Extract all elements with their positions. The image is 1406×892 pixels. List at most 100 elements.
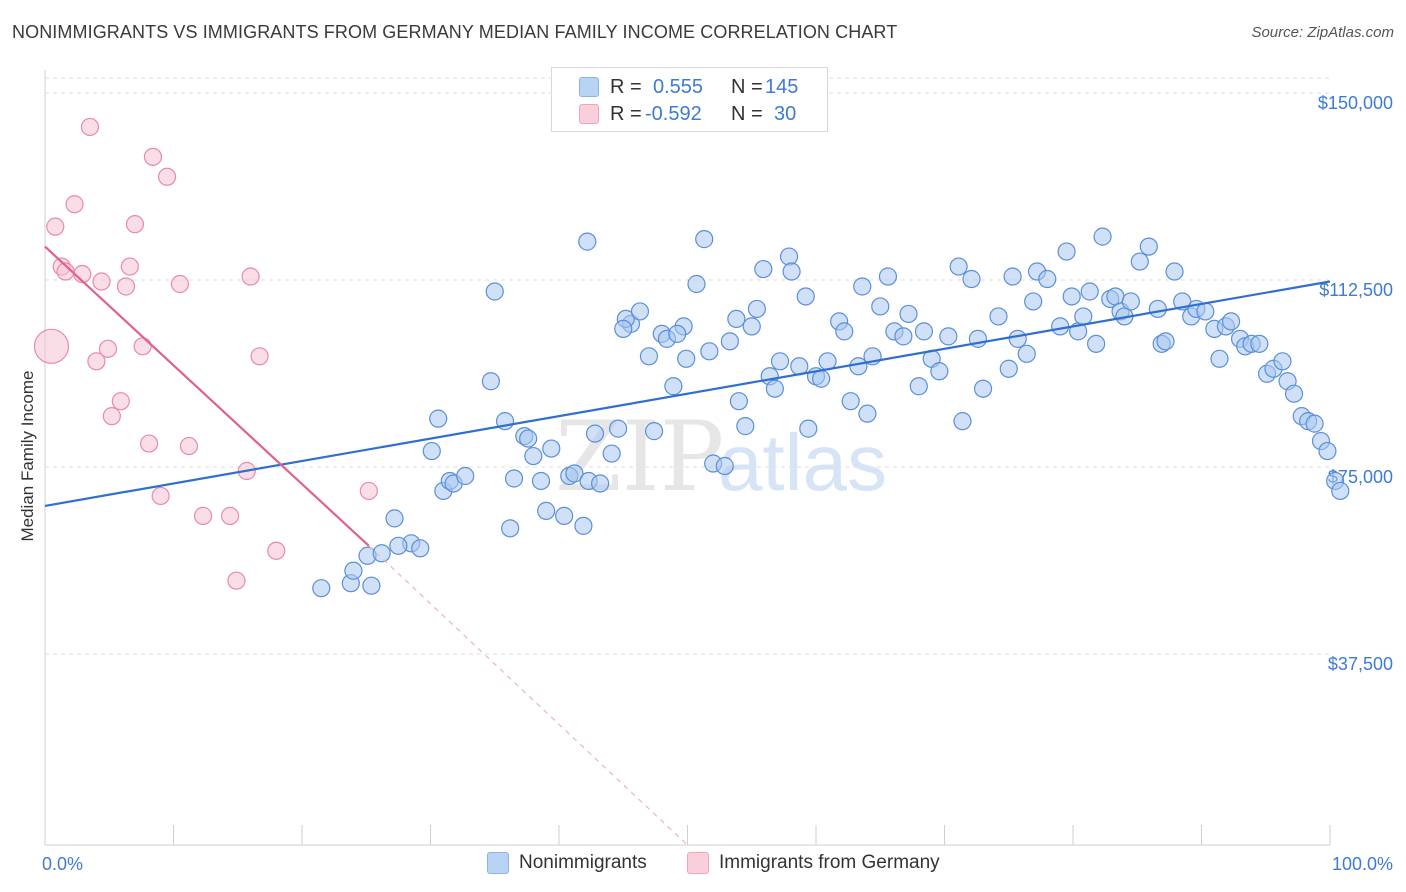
point-nonimmigrant [742,317,761,336]
point-nonimmigrant [1196,302,1215,321]
point-nonimmigrant [930,362,949,381]
point-nonimmigrant [1273,352,1292,371]
y-tick-label: $150,000 [1318,93,1393,113]
point-nonimmigrant [602,444,621,463]
point-nonimmigrant [344,561,363,580]
point-immigrant-germany [80,117,100,137]
point-nonimmigrant [585,424,605,443]
point-immigrant-germany [157,167,177,186]
point-nonimmigrant [1210,349,1229,368]
point-immigrant-germany [98,339,118,358]
legend-swatch-pink [579,104,599,124]
point-nonimmigrant [565,464,584,483]
watermark: ZIP atlas [555,401,887,513]
point-nonimmigrant [1038,269,1057,289]
point-nonimmigrant [841,392,860,411]
legend-swatch-blue [579,77,599,97]
point-nonimmigrant [853,277,872,296]
point-nonimmigrant [574,516,593,535]
point-nonimmigrant [1051,317,1070,336]
point-immigrant-germany [33,328,70,364]
source-label: Source: ZipAtlas.com [1251,24,1394,41]
point-immigrant-germany [133,337,152,356]
point-nonimmigrant [362,576,381,595]
point-nonimmigrant [1221,312,1241,331]
point-nonimmigrant [687,274,706,294]
point-nonimmigrant [858,404,877,423]
point-immigrant-germany [227,571,246,590]
point-nonimmigrant [1003,267,1022,286]
axes [44,70,1331,846]
point-nonimmigrant [754,259,773,279]
point-nonimmigrant [700,342,719,361]
point-nonimmigrant [962,269,981,289]
x-tick-labels: 0.0% 100.0% [42,854,1393,874]
point-nonimmigrant [878,267,898,286]
point-nonimmigrant [695,230,714,249]
point-nonimmigrant [1165,262,1184,281]
point-nonimmigrant [779,247,799,266]
point-nonimmigrant [1250,334,1269,353]
point-nonimmigrant [542,439,561,458]
trend-lines [44,245,1331,846]
point-nonimmigrant [1148,299,1167,319]
point-immigrant-germany [102,407,121,426]
point-nonimmigrant [812,369,831,388]
y-tick-label: $37,500 [1328,654,1393,674]
point-nonimmigrant [1130,252,1149,271]
point-immigrant-germany [151,486,170,506]
point-nonimmigrant [1017,344,1036,363]
point-nonimmigrant [591,474,610,493]
point-nonimmigrant [729,392,749,411]
bottom-legend-immigrants: Immigrants from Germany [687,852,940,874]
point-nonimmigrant [1008,329,1027,348]
point-nonimmigrant [537,501,556,520]
point-nonimmigrant [953,412,972,431]
point-immigrant-germany [267,541,286,560]
point-nonimmigrant [989,307,1008,326]
point-nonimmigrant [1087,334,1106,353]
point-nonimmigrant [914,322,934,341]
point-nonimmigrant [782,262,801,281]
legend-n-label: N = [731,75,763,98]
point-nonimmigrant [1156,332,1175,351]
point-nonimmigrant [504,469,524,488]
point-nonimmigrant [939,327,958,346]
watermark-zip: ZIP [555,401,724,513]
legend-r-label: R = [610,75,642,98]
point-nonimmigrant [609,419,628,438]
point-nonimmigrant [1331,481,1350,501]
point-nonimmigrant [531,471,551,491]
point-nonimmigrant [481,372,500,391]
point-nonimmigrant [385,509,404,528]
point-nonimmigrant [1062,287,1081,306]
point-nonimmigrant [668,324,687,343]
point-nonimmigrant [555,506,574,525]
point-nonimmigrant [727,309,746,329]
y-tick-labels: $37,500 $75,000 $112,500 $150,000 [1318,93,1393,674]
point-nonimmigrant [1305,414,1324,433]
point-immigrant-germany [92,272,111,291]
trend-line-immigrants-extension [368,545,688,846]
point-nonimmigrant [973,379,993,398]
point-nonimmigrant [899,304,918,324]
series-immigrants-germany [33,117,378,590]
point-nonimmigrant [871,297,890,316]
bottom-legend-swatch-pink [687,852,709,874]
point-nonimmigrant [1093,227,1112,246]
correlation-legend: R = 0.555 N = 145 R = -0.592 N = 30 [551,67,828,132]
point-immigrant-germany [250,347,269,366]
x-tick-label: 100.0% [1332,854,1393,874]
point-nonimmigrant [1318,441,1337,461]
series-nonimmigrants [312,227,1350,598]
point-nonimmigrant [1024,292,1043,311]
point-nonimmigrant [456,466,475,486]
point-immigrant-germany [179,436,199,456]
bottom-legend-nonimmigrants: Nonimmigrants [487,852,647,874]
bottom-legend-swatch-blue [487,852,509,874]
point-nonimmigrant [1284,384,1304,403]
legend-r-value: -0.592 [645,102,702,125]
point-immigrant-germany [87,352,106,371]
point-nonimmigrant [519,429,538,448]
